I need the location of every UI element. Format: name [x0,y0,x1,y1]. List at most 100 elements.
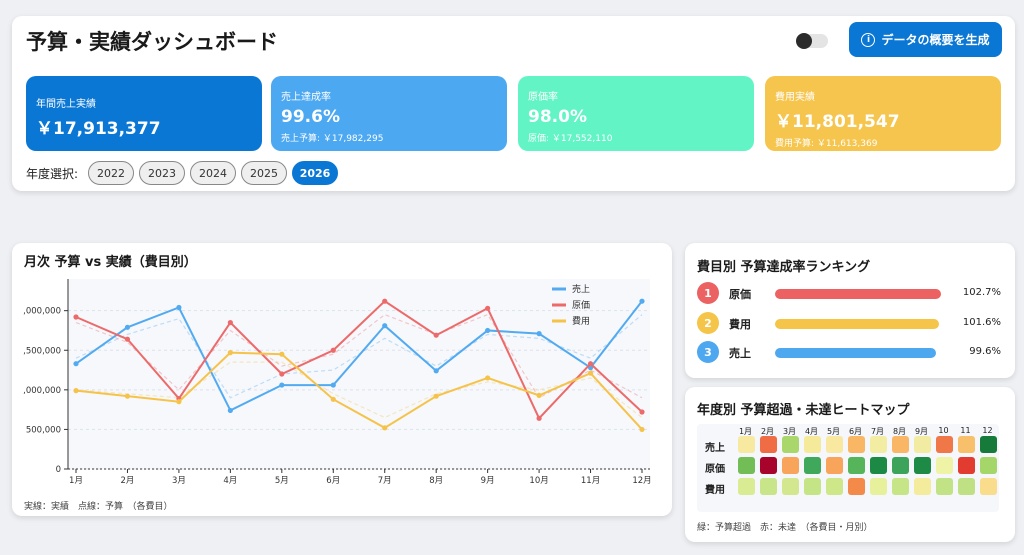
x-tick-label: 4月 [223,476,237,486]
heatmap-cell[interactable] [958,457,975,474]
x-tick-label: 3月 [172,476,186,486]
theme-toggle[interactable] [796,33,828,49]
data-point [176,304,182,311]
monthly-line-chart: 0 500,000 ,000,000 ,500,000 ,000,000 1月 2月 3月 4月… [23,279,652,486]
heatmap-cell[interactable] [936,478,953,495]
year-button-2024[interactable]: 2024 [190,161,236,185]
rank-badge: 2 [697,312,719,334]
info-icon: i [861,32,876,47]
rank-bar [775,319,939,329]
heatmap-cell[interactable] [892,436,909,453]
year-button-2023[interactable]: 2023 [139,161,185,185]
heatmap-card: 年度別 予算超過・未達ヒートマップ 1月2月3月4月5月6月7月8月9月10月1… [685,387,1015,542]
heatmap-cell[interactable] [980,436,997,453]
data-point [536,392,542,398]
generate-summary-button[interactable]: i データの概要を生成 [849,22,1002,57]
heatmap-cell[interactable] [804,478,821,495]
data-point [433,332,439,338]
heatmap-cell[interactable] [870,457,887,474]
kpi-sub: 原価: ￥17,552,110 [528,134,613,144]
heatmap-cell[interactable] [760,457,777,474]
heatmap-cell[interactable] [738,478,755,495]
x-tick-label: 12月 [632,476,651,486]
heatmap-note: 緑：予算超過 赤：未達 （各費目・月別） [697,523,873,533]
heatmap-row-label: 費用 [705,485,725,496]
heatmap-cell[interactable] [892,457,909,474]
heatmap-cell[interactable] [738,436,755,453]
heatmap-cell[interactable] [870,478,887,495]
kpi-value: 99.6% [281,107,340,127]
x-tick-label: 10月 [529,476,548,486]
heatmap-cell[interactable] [936,457,953,474]
x-tick-label: 8月 [429,476,443,486]
data-point [279,371,285,377]
kpi-label: 原価率 [528,92,558,103]
plot-background [68,279,650,469]
data-point [587,370,594,376]
data-point [485,305,491,311]
rank-badge: 3 [697,341,719,363]
heatmap-cell[interactable] [870,436,887,453]
heatmap-cell[interactable] [782,457,799,474]
x-tick-label: 11月 [581,476,600,486]
heatmap-cell[interactable] [980,478,997,495]
rank-name: 売上 [729,347,751,360]
heatmap-title: 年度別 予算超過・未達ヒートマップ [697,403,910,418]
heatmap-cell[interactable] [826,436,843,453]
kpi-value: ￥17,913,377 [36,119,161,139]
rank-bar [775,289,941,299]
legend-label: 原価 [572,299,590,311]
heatmap-cell[interactable] [848,436,865,453]
ranking-card: 費目別 予算達成率ランキング 1 原価 102.7% 2 費用 101.6% 3… [685,243,1015,378]
heatmap-cell[interactable] [958,436,975,453]
heatmap-cell[interactable] [760,436,777,453]
data-point [330,382,336,388]
year-button-2022[interactable]: 2022 [88,161,134,185]
heatmap-cell[interactable] [804,457,821,474]
heatmap-cell[interactable] [826,457,843,474]
data-point [279,382,285,388]
heatmap-row-label: 売上 [705,443,725,454]
x-tick-label: 5月 [275,476,289,486]
year-select-label: 年度選択: [26,167,79,181]
heatmap-cell[interactable] [782,436,799,453]
data-point [227,350,233,356]
heatmap-cell[interactable] [826,478,843,495]
y-tick-label: ,000,000 [23,307,61,317]
data-point [176,399,182,405]
heatmap-cell[interactable] [914,436,931,453]
y-tick-label: ,500,000 [23,346,61,356]
y-tick-label: ,000,000 [23,386,61,396]
data-point [639,409,645,415]
rank-bar [775,348,936,358]
x-tick-label: 1月 [69,476,83,486]
heatmap-cell[interactable] [958,478,975,495]
heatmap-cell[interactable] [980,457,997,474]
x-tick-label: 6月 [326,476,340,486]
kpi-label: 年間売上実績 [36,99,96,110]
heatmap-cell[interactable] [914,457,931,474]
heatmap-cell[interactable] [914,478,931,495]
heatmap-cell[interactable] [848,478,865,495]
heatmap-cell[interactable] [804,436,821,453]
heatmap-cell[interactable] [892,478,909,495]
heatmap-cell[interactable] [936,436,953,453]
budget-line [75,361,643,419]
data-point [536,415,542,421]
heatmap-cell[interactable] [760,478,777,495]
kpi-expense-actual: 費用実績 ￥11,801,547 費用予算: ￥11,613,369 [765,76,1001,151]
data-point [73,361,79,367]
year-button-2026[interactable]: 2026 [292,161,338,185]
kpi-label: 売上達成率 [281,92,331,103]
rank-value: 102.7% [962,287,1001,298]
year-button-2025[interactable]: 2025 [241,161,287,185]
heatmap-month-label: 1月 [738,427,753,436]
kpi-sub: 売上予算: ￥17,982,295 [281,134,384,144]
heatmap-cell[interactable] [782,478,799,495]
kpi-cost-ratio: 原価率 98.0% 原価: ￥17,552,110 [518,76,754,151]
heatmap-month-label: 3月 [782,427,797,436]
heatmap-cell[interactable] [848,457,865,474]
kpi-label: 費用実績 [775,92,815,103]
heatmap-cell[interactable] [738,457,755,474]
